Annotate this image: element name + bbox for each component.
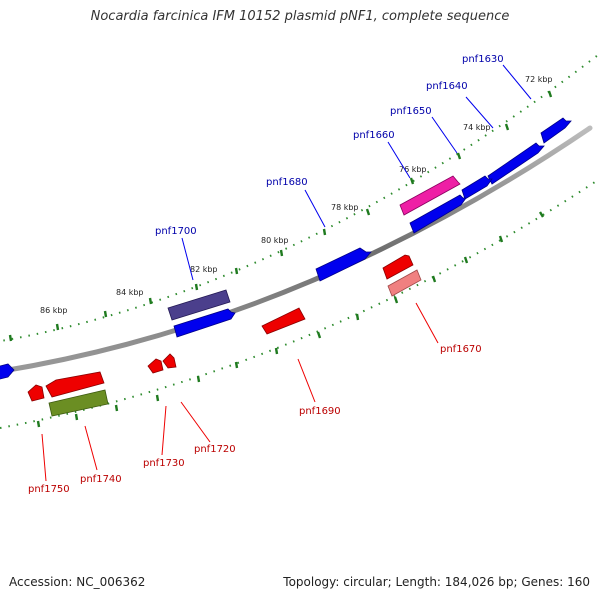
label-pnf1720[interactable]: pnf1720 [194,444,236,455]
tick-label-82kbp: 82 kbp [190,265,218,274]
gene-pnf1700-lower[interactable] [173,308,236,338]
reverse-genes [27,254,422,417]
label-pnf1660[interactable]: pnf1660 [353,130,395,141]
label-pnf1640[interactable]: pnf1640 [426,81,468,92]
gene-pnf1720[interactable] [162,353,177,369]
gene-forward-left-edge[interactable] [0,363,15,380]
forward-genes [0,117,572,380]
gene-pnf1690[interactable] [261,307,306,335]
label-pnf1730[interactable]: pnf1730 [143,458,185,469]
inner-tick-track [0,179,599,429]
gene-pnf1630[interactable] [540,117,572,144]
reverse-leaders [41,302,439,482]
gene-pnf1640[interactable] [487,142,545,185]
outer-tick-track [0,54,599,343]
gene-pnf1700[interactable] [167,289,231,321]
map-title: Nocardia farcinica IFM 10152 plasmid pNF… [90,9,510,24]
tick-label-74kbp: 74 kbp [463,123,491,132]
tick-label-84kbp: 84 kbp [116,288,144,297]
tick-label-72kbp: 72 kbp [525,75,553,84]
forward-leaders [181,64,532,281]
label-pnf1670[interactable]: pnf1670 [440,344,482,355]
plasmid-backbone [0,125,593,374]
gene-pnf1730[interactable] [147,358,164,374]
label-pnf1680[interactable]: pnf1680 [266,177,308,188]
tick-label-80kbp: 80 kbp [261,236,289,245]
gene-pnf1680[interactable] [315,247,372,282]
label-pnf1650[interactable]: pnf1650 [390,106,432,117]
label-pnf1700[interactable]: pnf1700 [155,226,197,237]
gene-pnf1750[interactable] [27,384,45,402]
label-pnf1740[interactable]: pnf1740 [80,474,122,485]
inner-major-ticks [36,211,545,428]
tick-label-76kbp: 76 kbp [399,165,427,174]
gene-pnf1670[interactable] [382,254,414,280]
accession-text: Accession: NC_006362 [9,575,146,589]
gene-pnf1660[interactable] [399,175,461,216]
label-pnf1690[interactable]: pnf1690 [299,406,341,417]
gene-pnf1670-lower[interactable] [387,269,422,297]
outer-major-ticks [8,90,553,342]
label-pnf1630[interactable]: pnf1630 [462,54,504,65]
label-pnf1750[interactable]: pnf1750 [28,484,70,495]
topology-summary: Topology: circular; Length: 184,026 bp; … [283,575,590,589]
gene-pnf1650[interactable] [461,175,493,200]
tick-label-86kbp: 86 kbp [40,306,68,315]
gene-pnf1740[interactable] [45,371,105,398]
gene-pnf1660-lower[interactable] [409,194,467,234]
tick-label-78kbp: 78 kbp [331,203,359,212]
gene-pnf1740-lower[interactable] [48,389,109,417]
